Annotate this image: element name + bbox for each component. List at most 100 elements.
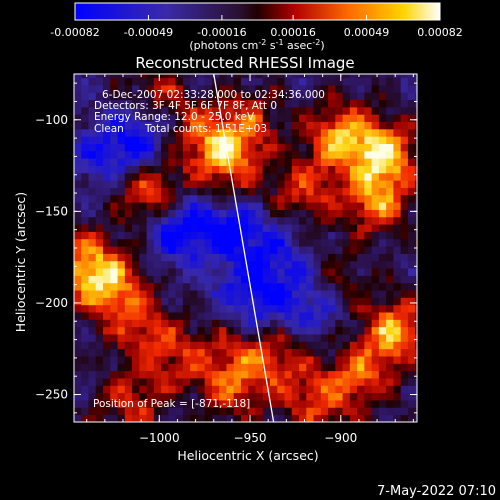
heatmap-cell xyxy=(248,136,256,144)
heatmap-cell xyxy=(190,363,198,372)
heatmap-cell xyxy=(110,297,118,306)
heatmap-cell xyxy=(306,290,314,298)
heatmap-cell xyxy=(262,304,271,313)
heatmap-cell xyxy=(132,414,140,422)
heatmap-cell xyxy=(240,282,249,291)
heatmap-cell xyxy=(124,209,133,218)
heatmap-cell xyxy=(277,282,285,291)
heatmap-cell xyxy=(190,180,198,188)
heatmap-cell xyxy=(197,128,206,137)
heatmap-cell xyxy=(110,143,118,152)
heatmap-cell xyxy=(349,268,358,276)
heatmap-cell xyxy=(270,84,278,93)
heatmap-cell xyxy=(364,275,373,284)
heatmap-cell xyxy=(161,187,169,196)
heatmap-cell xyxy=(88,114,97,123)
heatmap-cell xyxy=(88,128,97,137)
heatmap-cell xyxy=(255,143,264,152)
heatmap-cell xyxy=(88,356,97,364)
heatmap-cell xyxy=(240,136,249,144)
heatmap-cell xyxy=(364,77,373,86)
heatmap-cell xyxy=(378,77,387,86)
heatmap-cell xyxy=(364,224,373,232)
heatmap-cell xyxy=(262,290,271,298)
chart-title: Reconstructed RHESSI Image xyxy=(135,54,354,72)
heatmap-cell xyxy=(153,114,162,123)
heatmap-cell xyxy=(378,282,387,291)
heatmap-cell xyxy=(313,194,322,203)
heatmap-cell xyxy=(313,407,322,416)
heatmap-cell xyxy=(400,341,409,350)
heatmap-cell xyxy=(219,370,227,379)
heatmap-cell xyxy=(81,400,89,408)
heatmap-cell xyxy=(204,172,213,181)
heatmap-cell xyxy=(161,268,169,276)
heatmap-cell xyxy=(386,187,394,196)
heatmap-cell xyxy=(328,268,336,276)
heatmap-cell xyxy=(371,202,380,210)
heatmap-cell xyxy=(342,363,351,372)
heatmap-cell xyxy=(81,121,89,130)
heatmap-cell xyxy=(233,297,242,306)
heatmap-cell xyxy=(371,334,380,342)
heatmap-cell xyxy=(400,187,409,196)
heatmap-cell xyxy=(248,400,256,408)
heatmap-cell xyxy=(103,121,111,130)
heatmap-cell xyxy=(328,194,336,203)
heatmap-cell xyxy=(364,202,373,210)
heatmap-cell xyxy=(371,99,380,108)
heatmap-cell xyxy=(110,106,118,115)
heatmap-cell xyxy=(124,326,133,335)
heatmap-cell xyxy=(313,99,322,108)
heatmap-cell xyxy=(211,246,220,254)
heatmap-cell xyxy=(328,282,336,291)
heatmap-cell xyxy=(139,275,147,284)
heatmap-cell xyxy=(117,121,126,130)
heatmap-cell xyxy=(393,378,402,386)
heatmap-cell xyxy=(306,165,314,174)
heatmap-cell xyxy=(219,378,227,386)
heatmap-cell xyxy=(204,348,213,357)
heatmap-cell xyxy=(74,121,82,130)
heatmap-cell xyxy=(168,246,177,254)
heatmap-cell xyxy=(320,158,329,166)
heatmap-cell xyxy=(219,187,227,196)
heatmap-cell xyxy=(81,77,89,86)
heatmap-cell xyxy=(182,407,191,416)
heatmap-cell xyxy=(313,114,322,123)
heatmap-cell xyxy=(146,209,155,218)
heatmap-cell xyxy=(364,407,373,416)
heatmap-cell xyxy=(197,231,206,240)
heatmap-cell xyxy=(415,356,417,364)
heatmap-cell xyxy=(226,392,235,401)
heatmap-cell xyxy=(95,187,104,196)
heatmap-cell xyxy=(139,407,147,416)
colorbar-tick-label: -0.00049 xyxy=(124,26,173,39)
heatmap-cell xyxy=(168,209,177,218)
heatmap-cell xyxy=(284,121,293,130)
heatmap-cell xyxy=(270,370,278,379)
heatmap-cell xyxy=(233,99,242,108)
heatmap-cell xyxy=(407,216,416,225)
heatmap-cell xyxy=(74,224,82,232)
heatmap-cell xyxy=(132,158,140,166)
heatmap-cell xyxy=(161,238,169,247)
heatmap-cell xyxy=(117,268,126,276)
heatmap-cell xyxy=(117,414,126,422)
heatmap-cell xyxy=(117,341,126,350)
heatmap-cell xyxy=(204,414,213,422)
heatmap-cell xyxy=(371,400,380,408)
heatmap-cell xyxy=(386,84,394,93)
heatmap-cell xyxy=(291,268,300,276)
heatmap-cell xyxy=(415,77,417,86)
heatmap-cell xyxy=(240,231,249,240)
heatmap-cell xyxy=(262,348,271,357)
heatmap-cell xyxy=(277,392,285,401)
heatmap-cell xyxy=(132,326,140,335)
heatmap-cell xyxy=(182,128,191,137)
heatmap-cell xyxy=(400,99,409,108)
heatmap-cell xyxy=(270,224,278,232)
heatmap-cell xyxy=(146,378,155,386)
heatmap-cell xyxy=(299,238,307,247)
heatmap-cell xyxy=(81,194,89,203)
